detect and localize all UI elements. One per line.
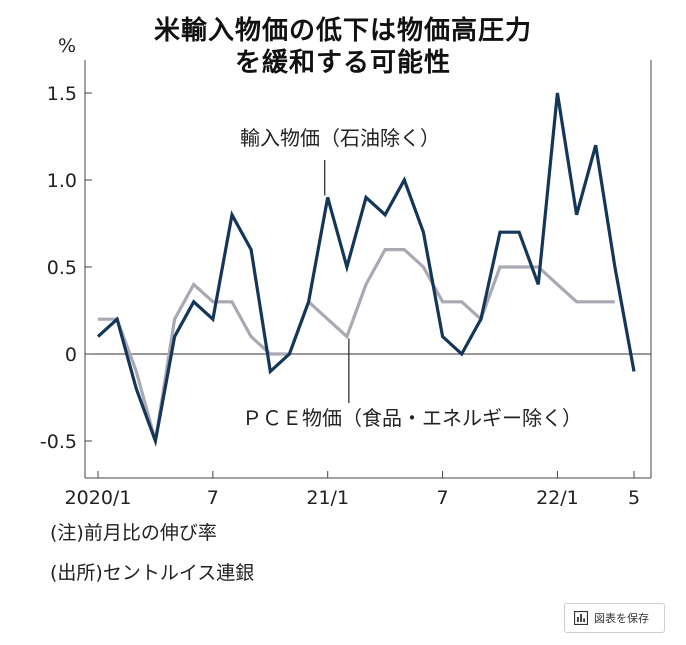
x-tick-label: 21/1	[306, 487, 349, 509]
y-tick-label: 0.5	[47, 257, 77, 279]
series-line-1	[98, 248, 615, 442]
save-chart-label: 図表を保存	[594, 612, 649, 625]
y-tick-label: 0	[65, 344, 77, 366]
chart-title-line-1: 米輸入物価の低下は物価高圧力	[153, 16, 532, 46]
chart-title-line-2: を緩和する可能性	[234, 48, 451, 78]
x-tick-label: 2020/1	[65, 487, 132, 509]
annotation-pce-prices: ＰＣＥ物価（食品・エネルギー除く）	[242, 406, 582, 430]
x-tick-label: 7	[207, 487, 219, 509]
chart-bar-icon	[573, 610, 589, 626]
chart-note: (注)前月比の伸び率	[50, 522, 217, 544]
x-tick-label: 5	[628, 487, 640, 509]
x-tick-label: 7	[437, 487, 449, 509]
x-tick-label: 22/1	[536, 487, 579, 509]
annotation-import-prices: 輸入物価（石油除く）	[240, 126, 440, 150]
chart-source: (出所)セントルイス連銀	[50, 562, 255, 584]
y-tick-label: -0.5	[40, 431, 77, 453]
y-axis-unit: %	[58, 35, 76, 57]
save-chart-button[interactable]: 図表を保存	[564, 603, 665, 633]
y-tick-label: 1.0	[47, 170, 77, 192]
y-tick-label: 1.5	[47, 83, 77, 105]
